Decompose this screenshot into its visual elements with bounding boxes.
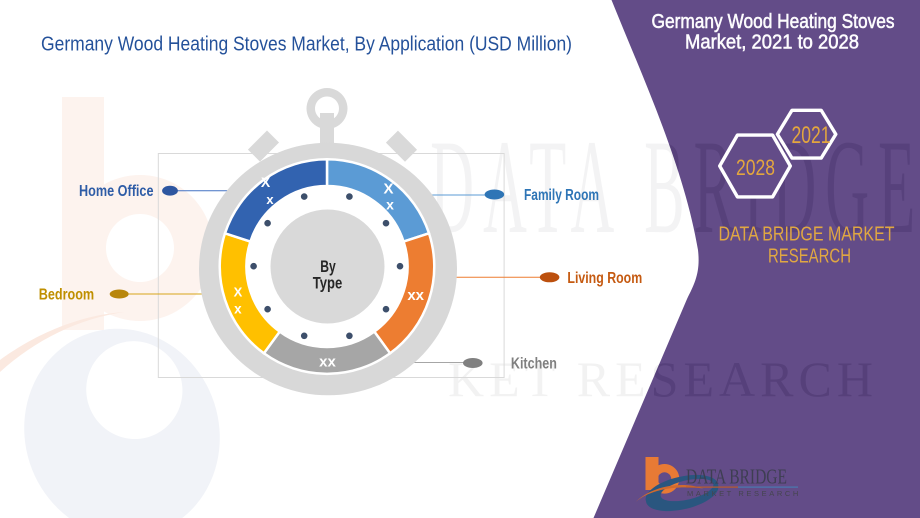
svg-text:x: x — [234, 301, 242, 316]
svg-text:2028: 2028 — [736, 155, 775, 180]
svg-text:Market, 2021 to 2028: Market, 2021 to 2028 — [685, 31, 859, 54]
svg-text:Living Room: Living Room — [567, 270, 642, 287]
svg-text:Home Office: Home Office — [79, 183, 154, 200]
svg-text:Kitchen: Kitchen — [511, 356, 557, 373]
svg-text:MARKET RESEARCH: MARKET RESEARCH — [687, 489, 801, 498]
svg-text:Germany Wood Heating Stoves Ma: Germany Wood Heating Stoves Market, By A… — [41, 34, 572, 56]
svg-text:X: X — [234, 284, 243, 299]
svg-text:By: By — [320, 257, 336, 276]
svg-text:Family Room: Family Room — [524, 187, 599, 204]
svg-text:Bedroom: Bedroom — [39, 287, 94, 304]
svg-text:RESEARCH: RESEARCH — [768, 246, 851, 268]
svg-text:Germany Wood Heating Stoves: Germany Wood Heating Stoves — [652, 10, 895, 33]
svg-text:X: X — [261, 174, 271, 190]
svg-text:xx: xx — [407, 287, 424, 304]
svg-text:Type: Type — [313, 274, 343, 293]
svg-text:2021: 2021 — [792, 122, 831, 149]
svg-text:xx: xx — [319, 354, 336, 371]
svg-text:x: x — [386, 197, 394, 213]
svg-text:X: X — [383, 181, 393, 198]
svg-text:DATA BRIDGE: DATA BRIDGE — [686, 465, 787, 489]
svg-text:DATA BRIDGE MARKET: DATA BRIDGE MARKET — [719, 224, 895, 246]
svg-text:x: x — [266, 192, 274, 207]
